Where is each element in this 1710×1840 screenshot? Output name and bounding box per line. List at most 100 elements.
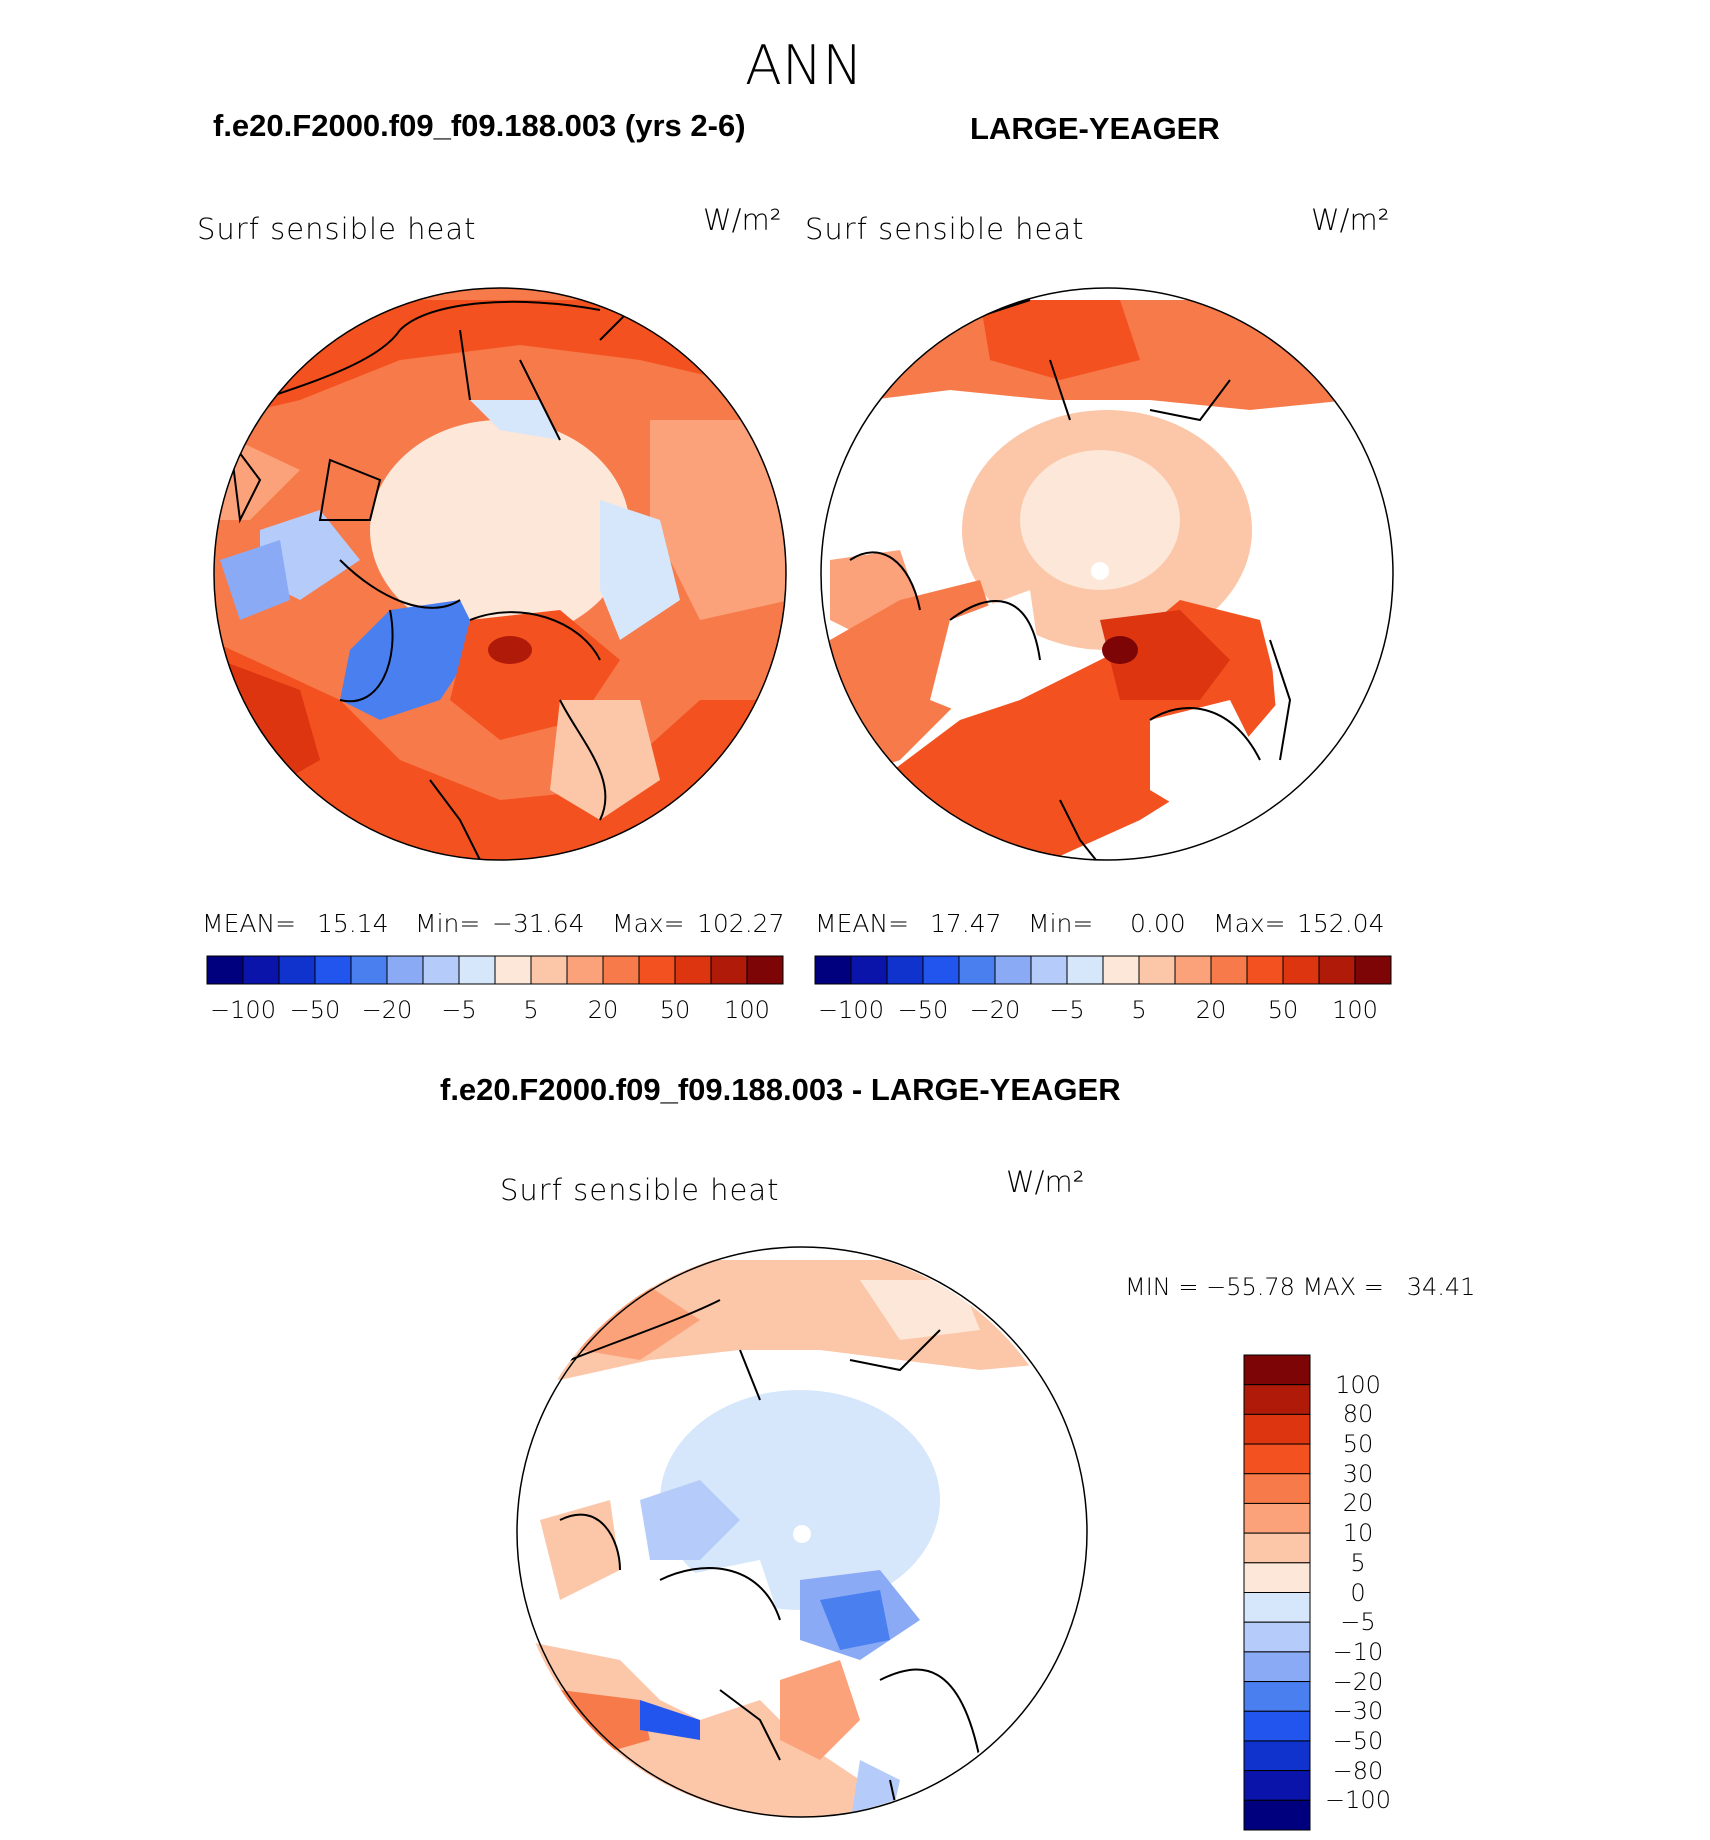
colorbar-1-swatch bbox=[674, 955, 712, 985]
colorbar-2-swatch bbox=[994, 955, 1032, 985]
map-panel-2-outline bbox=[820, 287, 1394, 861]
panel-1-min-label: Min= bbox=[415, 909, 481, 938]
colorbar-1-swatch bbox=[278, 955, 316, 985]
colorbar-2-swatch bbox=[1030, 955, 1068, 985]
panel-1-max: 102.27 bbox=[697, 909, 785, 938]
map-panel-2 bbox=[821, 288, 1393, 860]
colorbar-1-swatch bbox=[314, 955, 352, 985]
colorbar-1-swatch bbox=[386, 955, 424, 985]
colorbar-2-swatch bbox=[1210, 955, 1248, 985]
colorbar-2-swatch bbox=[1138, 955, 1176, 985]
colorbar-2-tick: 100 bbox=[1332, 996, 1378, 1024]
panel-1-title: f.e20.F2000.f09_f09.188.003 (yrs 2-6) bbox=[213, 108, 746, 143]
colorbar-diff-tick: −100 bbox=[1325, 1786, 1391, 1815]
colorbar-diff-tick: 80 bbox=[1342, 1400, 1374, 1429]
colorbar-2-tick: 50 bbox=[1267, 996, 1299, 1024]
colorbar-diff-tick: −20 bbox=[1332, 1667, 1384, 1696]
panel-1-mean: 15.14 bbox=[317, 909, 389, 938]
panel-2-mean: 17.47 bbox=[930, 909, 1002, 938]
main-title: ANN bbox=[745, 34, 863, 97]
colorbar-2-tick: −5 bbox=[1049, 996, 1085, 1024]
colorbar-diff-swatch bbox=[1243, 1770, 1311, 1801]
colorbar-diff-tick: 20 bbox=[1342, 1489, 1374, 1518]
colorbar-diff-swatch bbox=[1243, 1473, 1311, 1504]
colorbar-2-tick: 20 bbox=[1195, 996, 1227, 1024]
colorbar-1-tick: 50 bbox=[659, 996, 691, 1024]
colorbar-diff-tick: 0 bbox=[1350, 1578, 1366, 1607]
colorbar-1-swatch bbox=[566, 955, 604, 985]
colorbar-2-swatch bbox=[958, 955, 996, 985]
colorbar-1-swatch bbox=[530, 955, 568, 985]
colorbar-diff-tick: −50 bbox=[1332, 1726, 1384, 1755]
diff-title: f.e20.F2000.f09_f09.188.003 - LARGE-YEAG… bbox=[440, 1072, 1121, 1107]
colorbar-2-swatch bbox=[1282, 955, 1320, 985]
colorbar-1-tick: 5 bbox=[523, 996, 539, 1024]
colorbar-1-tick: −20 bbox=[361, 996, 413, 1024]
colorbar-1-swatch bbox=[638, 955, 676, 985]
panel-2-min: 0.00 bbox=[1130, 909, 1186, 938]
panel-2-max-label: Max= bbox=[1213, 909, 1286, 938]
map-panel-1 bbox=[214, 288, 786, 860]
colorbar-diff-swatch bbox=[1243, 1443, 1311, 1475]
colorbar-2-tick: −50 bbox=[897, 996, 949, 1024]
colorbar-diff-tick: 30 bbox=[1342, 1459, 1374, 1488]
colorbar-2-swatch bbox=[1066, 955, 1104, 985]
colorbar-diff-swatch bbox=[1243, 1651, 1311, 1683]
colorbar-1-swatch bbox=[350, 955, 388, 985]
colorbar-2-swatch bbox=[922, 955, 960, 985]
colorbar-2-swatch bbox=[850, 955, 888, 985]
panel-1-max-label: Max= bbox=[612, 909, 685, 938]
diff-variable: Surf sensible heat bbox=[500, 1173, 780, 1207]
colorbar-diff-swatch bbox=[1243, 1740, 1311, 1772]
colorbar-1-swatch bbox=[242, 955, 280, 985]
map-panel-diff bbox=[513, 1247, 1083, 1817]
panel-1-min: −31.64 bbox=[492, 909, 585, 938]
colorbar-1-swatch bbox=[710, 955, 748, 985]
colorbar-2-tick: 5 bbox=[1131, 996, 1147, 1024]
colorbar-diff-swatch bbox=[1243, 1681, 1311, 1712]
map-panel-diff-outline bbox=[516, 1246, 1088, 1818]
panel-2-variable: Surf sensible heat bbox=[805, 212, 1085, 246]
colorbar-diff-swatch bbox=[1243, 1502, 1311, 1534]
colorbar-diff-swatch bbox=[1243, 1532, 1311, 1564]
diff-minmax: MIN = −55.78 MAX = 34.41 bbox=[1125, 1273, 1476, 1301]
map-panel-1-outline bbox=[213, 287, 787, 861]
colorbar-diff-swatch bbox=[1243, 1592, 1311, 1623]
colorbar-diff-tick: 100 bbox=[1335, 1370, 1381, 1399]
colorbar-2-swatch bbox=[1102, 955, 1140, 985]
colorbar-1-tick: −100 bbox=[210, 996, 276, 1024]
colorbar-diff-tick: 5 bbox=[1350, 1548, 1366, 1577]
colorbar-diff-tick: 10 bbox=[1342, 1519, 1374, 1548]
colorbar-1-tick: −5 bbox=[441, 996, 477, 1024]
panel-2-title: LARGE-YEAGER bbox=[970, 111, 1220, 146]
colorbar-2-tick: −20 bbox=[969, 996, 1021, 1024]
panel-1-units: W/m² bbox=[703, 203, 782, 237]
colorbar-diff-swatch bbox=[1243, 1799, 1311, 1831]
colorbar-2-tick: −100 bbox=[818, 996, 884, 1024]
colorbar-diff-swatch bbox=[1243, 1710, 1311, 1742]
panel-1-mean-label: MEAN= bbox=[202, 909, 297, 938]
colorbar-1-tick: −50 bbox=[289, 996, 341, 1024]
colorbar-2-swatch bbox=[1246, 955, 1284, 985]
colorbar-1-swatch bbox=[458, 955, 496, 985]
colorbar-diff-tick: −80 bbox=[1332, 1756, 1384, 1785]
colorbar-diff-swatch bbox=[1243, 1562, 1311, 1593]
colorbar-diff-swatch bbox=[1243, 1354, 1311, 1386]
colorbar-diff-tick: 50 bbox=[1342, 1430, 1374, 1459]
colorbar-2-swatch bbox=[886, 955, 924, 985]
colorbar-diff-swatch bbox=[1243, 1621, 1311, 1653]
colorbar-2-swatch bbox=[1318, 955, 1356, 985]
panel-2-units: W/m² bbox=[1311, 203, 1390, 237]
colorbar-2-swatch bbox=[814, 955, 852, 985]
colorbar-1-tick: 20 bbox=[587, 996, 619, 1024]
colorbar-1-tick: 100 bbox=[724, 996, 770, 1024]
colorbar-1-swatch bbox=[422, 955, 460, 985]
colorbar-diff-swatch bbox=[1243, 1413, 1311, 1445]
colorbar-2-swatch bbox=[1354, 955, 1392, 985]
panel-2-mean-label: MEAN= bbox=[815, 909, 910, 938]
panel-2-min-label: Min= bbox=[1028, 909, 1094, 938]
colorbar-1-swatch bbox=[206, 955, 244, 985]
colorbar-diff-swatch bbox=[1243, 1384, 1311, 1415]
colorbar-1-swatch bbox=[494, 955, 532, 985]
